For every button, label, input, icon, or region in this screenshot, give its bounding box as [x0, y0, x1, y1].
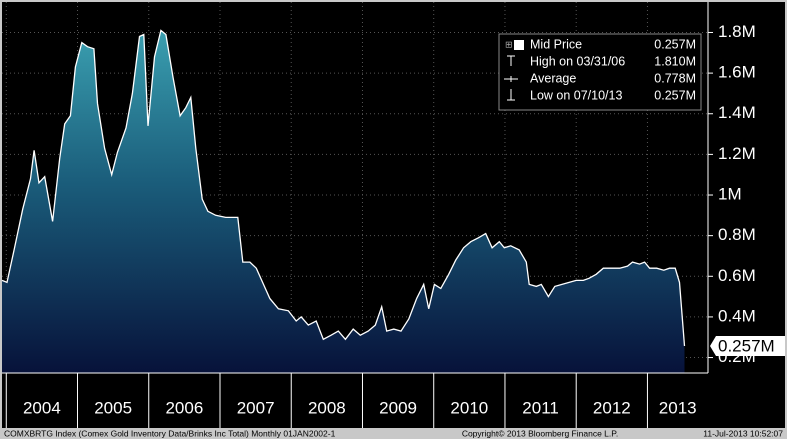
legend-label: Mid Price: [530, 37, 582, 51]
x-tick-label: 2004: [23, 398, 61, 417]
x-tick-label: 2011: [522, 398, 559, 417]
last-value-label: 0.257M: [718, 336, 775, 355]
x-tick-label: 2009: [379, 398, 417, 417]
y-tick-label: 1.4M: [718, 103, 756, 122]
y-tick-label: 1.2M: [718, 144, 756, 163]
y-tick-label: 1M: [718, 185, 742, 204]
footer-right: 11-Jul-2013 10:52:07: [703, 428, 783, 438]
last-value-box: [710, 335, 785, 356]
footer-left: COMXBRTG Index (Comex Gold Inventory Dat…: [4, 428, 336, 438]
legend: ⊞ Mid Price 0.257M High on 03/31/06 1.81…: [498, 33, 702, 111]
footer-center: Copyright© 2013 Bloomberg Finance L.P.: [462, 428, 618, 438]
y-tick-label: 0.8M: [718, 225, 756, 244]
legend-value: 0.257M: [654, 88, 696, 102]
x-tick-label: 2010: [450, 398, 488, 417]
y-tick-label: 1.8M: [718, 22, 756, 41]
legend-swatch: [514, 40, 524, 50]
legend-label: Low on 07/10/13: [530, 88, 622, 102]
x-tick-label: 2005: [94, 398, 132, 417]
x-tick-label: 2007: [237, 398, 275, 417]
legend-box: [498, 33, 702, 111]
area-fill: [2, 30, 685, 374]
legend-value: 0.778M: [654, 71, 696, 85]
y-tick-label: 0.4M: [718, 306, 756, 325]
x-tick-label: 2008: [308, 398, 346, 417]
legend-icon: ⊞: [505, 39, 513, 49]
legend-value: 1.810M: [654, 54, 696, 68]
legend-icon: [504, 76, 518, 82]
legend-label: Average: [530, 71, 576, 85]
legend-value: 0.257M: [654, 37, 696, 51]
footer-bar: [0, 428, 787, 439]
x-tick-label: 2012: [593, 398, 631, 417]
x-tick-label: 2013: [659, 398, 697, 417]
y-tick-label: 0.6M: [718, 266, 756, 285]
legend-label: High on 03/31/06: [530, 54, 625, 68]
y-tick-label: 1.6M: [718, 63, 756, 82]
price-line: [1, 29, 686, 347]
legend-icon: [507, 55, 515, 66]
legend-icon: [507, 89, 515, 101]
x-tick-label: 2006: [165, 398, 203, 417]
